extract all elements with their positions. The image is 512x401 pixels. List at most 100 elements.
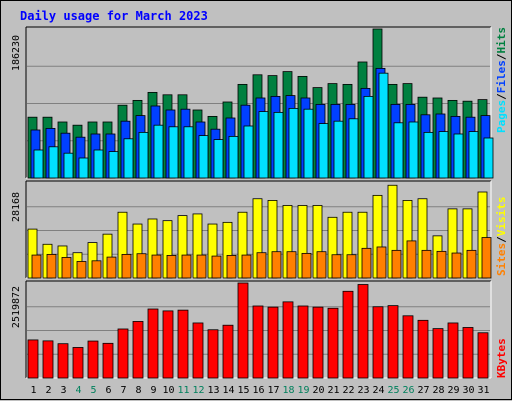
bar-kbytes-day-27 (417, 319, 429, 379)
legend-entry-sites: Sites (495, 243, 508, 276)
x-tick-label-day-19: 19 (297, 385, 309, 396)
x-tick-label-day-12: 12 (192, 385, 204, 396)
legend-sites_visits: Sites/Visits (495, 197, 508, 277)
bar-pages-day-23 (363, 95, 374, 179)
bar-pages-day-29 (453, 133, 464, 179)
bar-sites-day-7 (121, 253, 132, 279)
bar-kbytes-day-7 (117, 328, 129, 379)
x-tick-label-day-16: 16 (252, 385, 264, 396)
x-tick-label-day-5: 5 (90, 385, 96, 396)
bar-kbytes-day-13 (207, 329, 219, 379)
x-tick-label-day-4: 4 (75, 385, 81, 396)
bar-kbytes-day-15 (237, 282, 249, 379)
x-tick-label-day-6: 6 (105, 385, 111, 396)
bar-sites-day-12 (196, 254, 207, 279)
bar-sites-day-8 (136, 253, 147, 279)
bar-sites-day-11 (181, 254, 192, 279)
bar-pages-day-6 (108, 151, 119, 179)
legend-entry-separator: / (495, 53, 508, 60)
panel-kbytes: 2519872 (11, 280, 492, 379)
bar-kbytes-day-12 (192, 322, 204, 379)
bar-pages-day-18 (288, 107, 299, 179)
bar-sites-day-19 (301, 252, 312, 279)
bar-pages-day-11 (183, 126, 194, 179)
x-tick-label-day-9: 9 (150, 385, 156, 396)
bar-pages-day-3 (63, 152, 74, 179)
bar-sites-day-18 (286, 251, 297, 279)
x-tick-label-day-23: 23 (357, 385, 369, 396)
bar-sites-day-30 (466, 249, 477, 279)
bar-kbytes-day-26 (402, 315, 414, 379)
x-tick-label-day-29: 29 (447, 385, 459, 396)
bar-pages-day-13 (213, 139, 224, 179)
bar-pages-day-24 (378, 72, 389, 179)
x-tick-label-day-28: 28 (432, 385, 444, 396)
bar-sites-day-13 (211, 255, 222, 279)
bar-pages-day-10 (168, 126, 179, 179)
bar-kbytes-day-9 (147, 308, 159, 379)
bar-kbytes-day-25 (387, 305, 399, 379)
bar-sites-day-16 (256, 252, 267, 279)
bar-pages-day-30 (468, 131, 479, 179)
x-tick-label-day-18: 18 (282, 385, 294, 396)
bar-kbytes-day-3 (57, 343, 69, 379)
legend-entry-separator: / (495, 93, 508, 100)
bar-pages-day-1 (33, 149, 44, 179)
x-tick-label-day-2: 2 (45, 385, 51, 396)
bar-sites-day-25 (391, 249, 402, 279)
x-tick-label-day-26: 26 (402, 385, 414, 396)
x-tick-label-day-30: 30 (462, 385, 474, 396)
bar-pages-day-15 (243, 125, 254, 179)
legend-entry-pages: Pages (495, 100, 508, 133)
x-tick-label-day-31: 31 (477, 385, 489, 396)
bar-sites-day-20 (316, 251, 327, 279)
bar-pages-day-12 (198, 135, 209, 179)
bar-sites-day-15 (241, 254, 252, 279)
bar-sites-day-31 (481, 237, 492, 279)
bar-kbytes-day-19 (297, 305, 309, 379)
bar-sites-day-29 (451, 252, 462, 279)
bar-kbytes-day-1 (27, 339, 39, 379)
bar-pages-day-28 (438, 131, 449, 179)
bar-kbytes-day-31 (477, 332, 489, 379)
bar-sites-day-9 (151, 254, 162, 279)
panel-sites_visits: 28168 (11, 180, 492, 279)
bar-pages-day-17 (273, 111, 284, 179)
bar-sites-day-23 (361, 247, 372, 279)
bar-kbytes-day-8 (132, 321, 144, 379)
y-max-label-sites_visits: 28168 (11, 192, 22, 222)
bar-sites-day-27 (421, 249, 432, 279)
bar-kbytes-day-24 (372, 306, 384, 379)
bar-sites-day-3 (61, 257, 72, 279)
bar-kbytes-day-23 (357, 284, 369, 379)
x-tick-label-day-8: 8 (135, 385, 141, 396)
bar-kbytes-day-18 (282, 301, 294, 379)
bar-pages-day-16 (258, 111, 269, 179)
bar-pages-day-20 (318, 123, 329, 179)
bar-kbytes-day-5 (87, 340, 99, 379)
bar-kbytes-day-30 (462, 327, 474, 379)
x-tick-label-day-21: 21 (327, 385, 339, 396)
bar-pages-day-22 (348, 118, 359, 179)
bar-kbytes-day-21 (327, 307, 339, 379)
legend-entry-kbytes: KBytes (495, 338, 508, 378)
bar-pages-day-5 (93, 149, 104, 179)
x-tick-label-day-22: 22 (342, 385, 354, 396)
bar-sites-day-4 (76, 261, 87, 279)
bar-kbytes-day-22 (342, 290, 354, 379)
legend-entry-files: Files (495, 60, 508, 93)
x-tick-label-day-10: 10 (162, 385, 174, 396)
x-tick-label-day-3: 3 (60, 385, 66, 396)
chart-title: Daily usage for March 2023 (20, 9, 208, 23)
bar-kbytes-day-10 (162, 310, 174, 379)
x-tick-label-day-17: 17 (267, 385, 279, 396)
bar-pages-day-21 (333, 120, 344, 179)
bar-sites-day-24 (376, 246, 387, 279)
bar-sites-day-5 (91, 260, 102, 279)
bar-pages-day-25 (393, 122, 404, 179)
panel-requests: 186230 (11, 26, 494, 179)
x-tick-label-day-24: 24 (372, 385, 384, 396)
bar-kbytes-day-17 (267, 306, 279, 379)
